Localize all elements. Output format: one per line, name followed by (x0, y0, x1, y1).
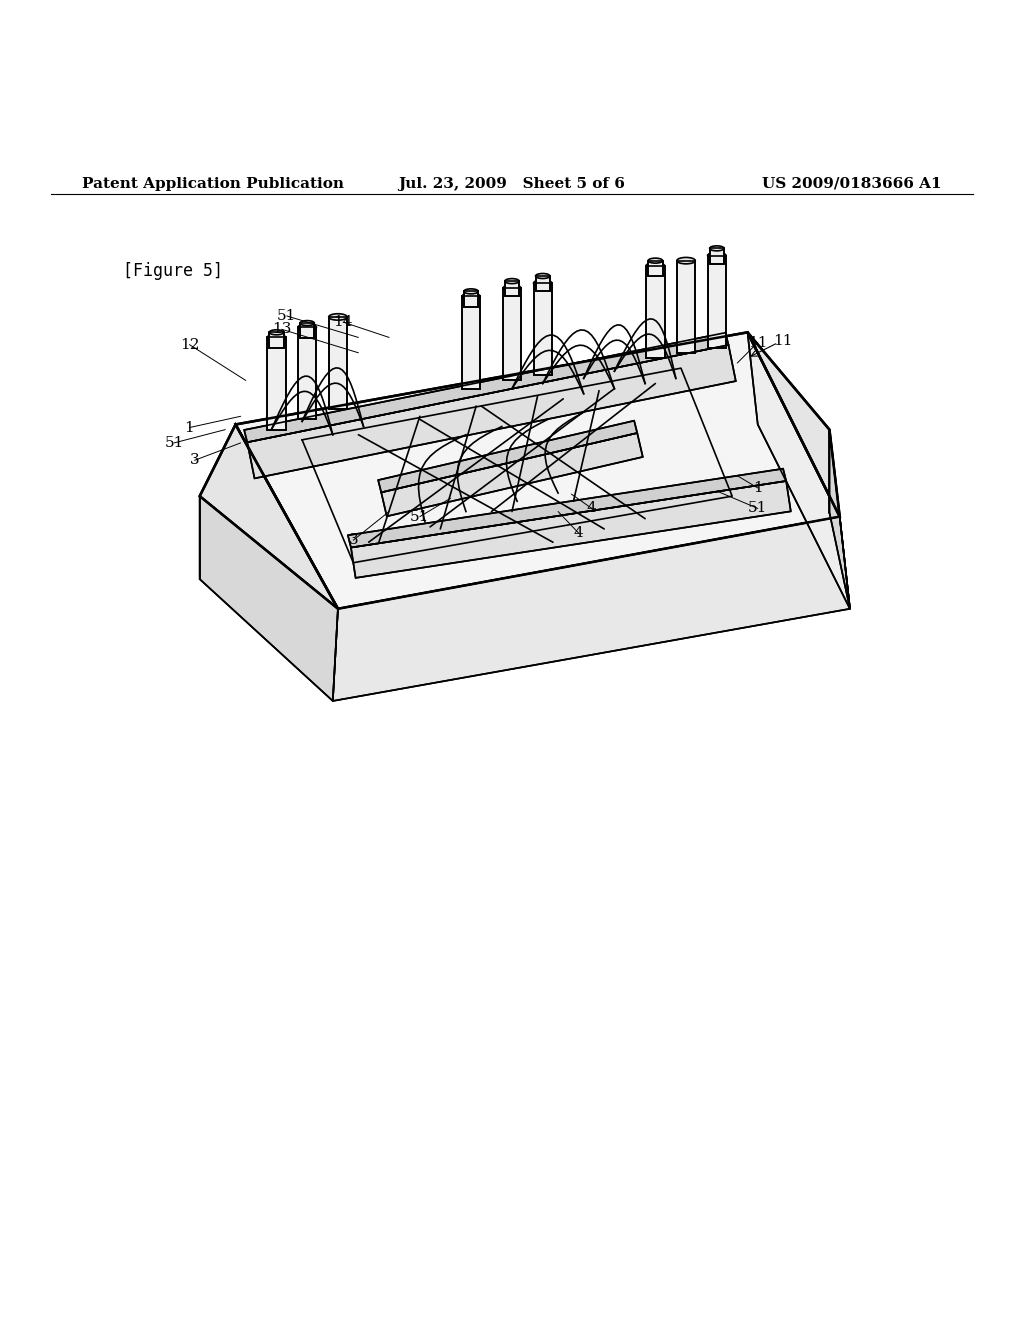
Polygon shape (748, 333, 840, 516)
Polygon shape (300, 323, 314, 338)
Polygon shape (378, 421, 637, 492)
Text: 51: 51 (749, 502, 767, 515)
Ellipse shape (267, 334, 286, 341)
Text: 4: 4 (587, 502, 597, 515)
Polygon shape (534, 284, 552, 375)
Text: 1: 1 (184, 421, 195, 434)
Polygon shape (247, 345, 736, 478)
Polygon shape (503, 288, 521, 380)
Ellipse shape (300, 321, 314, 326)
Ellipse shape (269, 330, 284, 335)
Text: 51: 51 (411, 510, 429, 524)
Ellipse shape (534, 280, 552, 286)
Ellipse shape (462, 293, 480, 300)
Polygon shape (200, 496, 338, 701)
Text: Patent Application Publication: Patent Application Publication (82, 177, 344, 191)
Ellipse shape (464, 289, 478, 294)
Polygon shape (648, 260, 663, 276)
Ellipse shape (298, 323, 316, 330)
Polygon shape (348, 469, 786, 548)
Polygon shape (381, 433, 643, 516)
Polygon shape (267, 338, 286, 429)
Polygon shape (298, 327, 316, 420)
Ellipse shape (329, 314, 347, 321)
Polygon shape (464, 292, 478, 306)
Text: 13: 13 (272, 322, 291, 337)
Text: Jul. 23, 2009   Sheet 5 of 6: Jul. 23, 2009 Sheet 5 of 6 (398, 177, 626, 191)
Ellipse shape (536, 273, 550, 279)
Ellipse shape (648, 259, 663, 263)
Ellipse shape (505, 279, 519, 284)
Polygon shape (505, 281, 519, 297)
Text: 3: 3 (348, 533, 358, 548)
Text: 11: 11 (773, 334, 793, 347)
Polygon shape (710, 248, 724, 264)
Polygon shape (829, 429, 850, 609)
Polygon shape (236, 333, 840, 609)
Polygon shape (269, 333, 284, 347)
Polygon shape (677, 260, 695, 352)
Text: 4: 4 (573, 527, 584, 540)
Ellipse shape (710, 246, 724, 251)
Text: 12: 12 (179, 338, 200, 351)
Polygon shape (462, 297, 480, 388)
Polygon shape (333, 516, 850, 701)
Text: 14: 14 (333, 315, 353, 329)
Ellipse shape (646, 263, 665, 269)
Text: 1: 1 (753, 480, 763, 495)
Text: 51: 51 (278, 309, 296, 323)
Polygon shape (708, 256, 726, 347)
Ellipse shape (503, 285, 521, 292)
Text: US 2009/0183666 A1: US 2009/0183666 A1 (763, 177, 942, 191)
Ellipse shape (708, 252, 726, 259)
Polygon shape (646, 265, 665, 358)
Text: 3: 3 (189, 453, 200, 467)
Polygon shape (536, 276, 550, 292)
Polygon shape (200, 425, 338, 609)
Text: [Figure 5]: [Figure 5] (123, 261, 223, 280)
Polygon shape (329, 317, 347, 409)
Text: 51: 51 (165, 436, 183, 450)
Polygon shape (351, 480, 791, 578)
Polygon shape (244, 333, 728, 442)
Ellipse shape (677, 257, 695, 264)
Text: 11: 11 (748, 335, 768, 350)
Polygon shape (748, 333, 850, 609)
